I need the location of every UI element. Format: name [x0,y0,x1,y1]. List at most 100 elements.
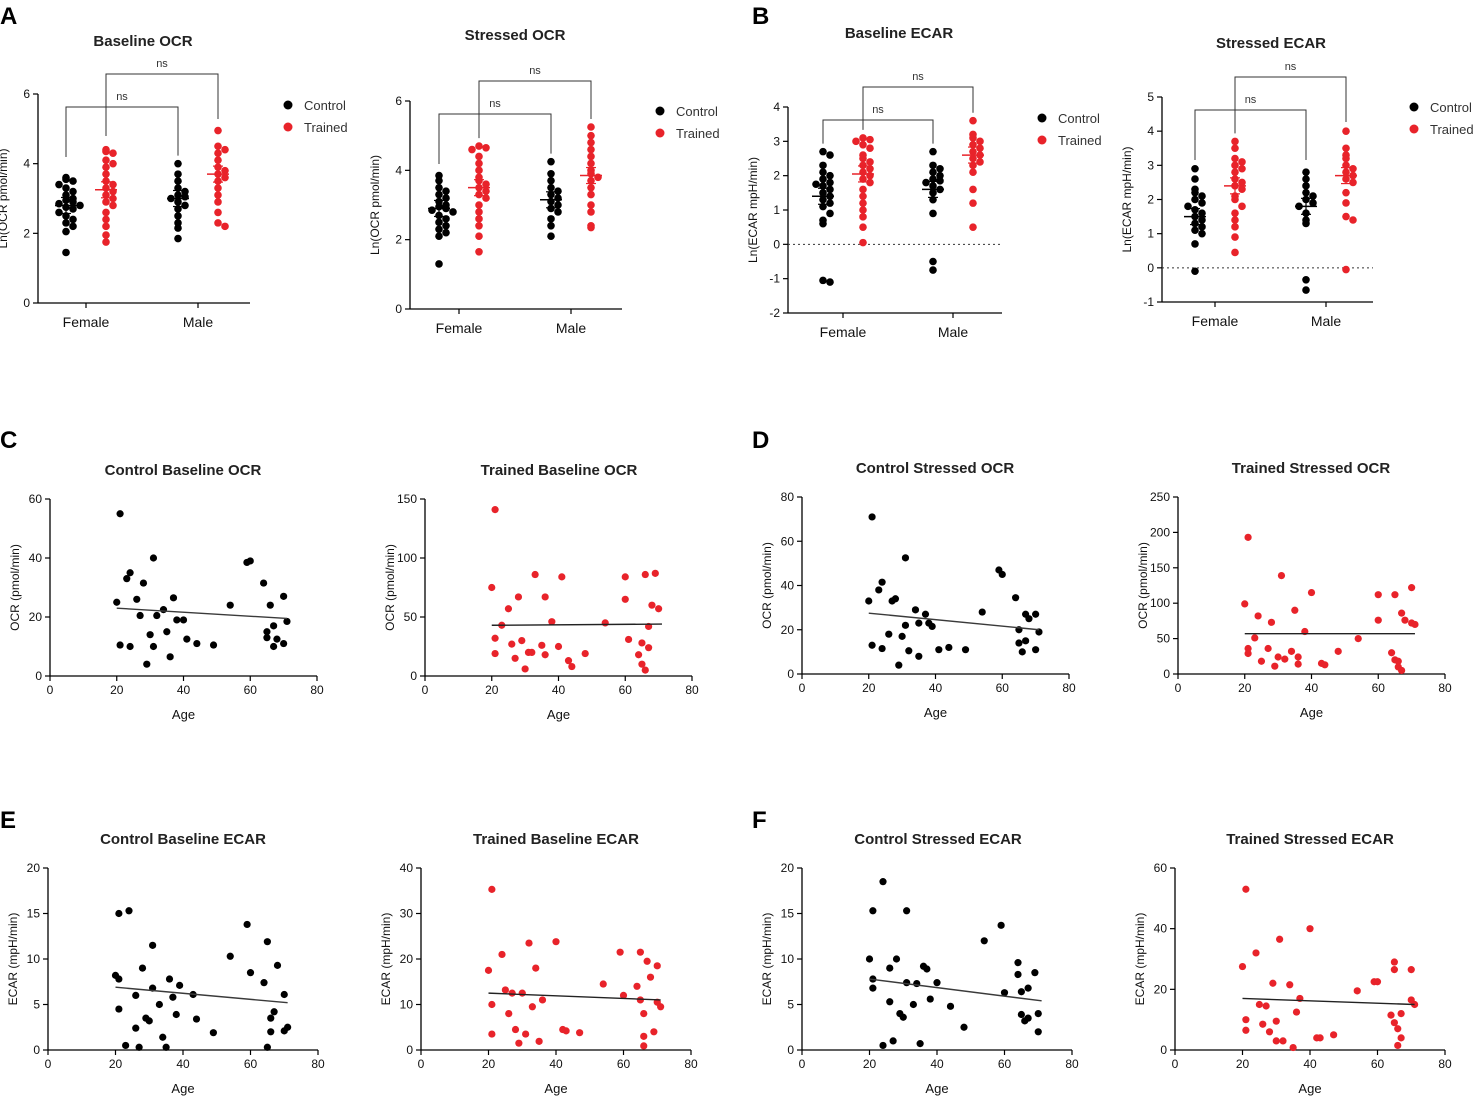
data-point-control-female [62,248,70,257]
data-point-trained-female [475,142,483,150]
y-tick-label: 0 [395,302,402,316]
data-point-control-female [819,147,827,156]
y-tick-label: 4 [395,163,402,177]
data-point [641,666,649,674]
x-tick-label: 20 [485,683,499,697]
significance-bracket [1194,109,1307,160]
data-point [132,1024,140,1032]
data-point [538,996,547,1004]
data-point [226,601,234,609]
data-point [488,885,496,893]
data-point-trained-female [859,140,867,149]
chart-title: Baseline ECAR [845,25,954,42]
data-point-trained-female [109,187,117,196]
data-point [246,969,255,977]
data-point-trained-male [1342,188,1350,197]
data-point-control-male [1309,199,1317,207]
data-point-trained-female [1231,248,1239,257]
y-tick-label: 5 [787,998,794,1012]
data-point [226,952,234,960]
data-point [273,961,282,969]
data-point-trained-male [587,152,595,161]
data-point [892,955,901,963]
data-point [878,644,886,653]
data-point [1277,571,1286,580]
data-point-control-female [69,187,77,196]
x-tick-label: 80 [685,683,699,697]
data-point [1015,639,1023,647]
legend-marker-control [1409,102,1419,112]
data-point [868,513,876,521]
data-point [1411,620,1419,629]
data-point [173,616,181,624]
data-point [484,966,493,974]
data-point-trained-female [102,231,110,239]
data-point [508,640,516,648]
y-tick-label: 0 [1163,667,1170,681]
x-category-label: Male [556,320,587,336]
data-point-trained-male [1342,199,1350,207]
data-point [192,1015,201,1023]
data-point [1373,978,1382,986]
panel-label-a: A [0,3,17,30]
significance-bracket [438,113,552,164]
chart-title: Trained Stressed ECAR [1226,831,1394,848]
data-point-trained-male [969,199,977,207]
data-point [1018,648,1026,656]
y-tick-label: 40 [29,551,43,565]
y-axis-title: Ln(OCR pmol/min) [0,148,10,248]
data-point [879,878,887,886]
data-point [115,1005,123,1013]
data-point-control-male [181,187,189,196]
data-point-trained-female [1231,168,1239,176]
x-tick-label: 20 [482,1057,496,1071]
data-point [508,989,516,997]
data-point-control-male [554,201,562,209]
data-point [641,570,649,579]
data-point [1397,1010,1405,1018]
data-point-control-male [554,187,562,195]
data-point-trained-female [109,180,117,189]
x-tick-label: 40 [177,683,191,697]
data-point-trained-female [866,144,874,152]
data-point-control-male [174,219,182,227]
data-point-trained-male [214,156,222,164]
data-point-control-female [1191,226,1199,235]
data-point [1398,666,1406,675]
data-point-trained-male [1349,178,1357,187]
data-point-trained-male [214,126,222,135]
x-tick-label: 40 [176,1057,190,1071]
data-point [267,1028,275,1036]
data-point-trained-female [1231,233,1239,241]
x-axis-title: Age [172,707,195,722]
data-point [518,989,526,997]
data-point [640,1032,648,1040]
panel-label-f: F [752,807,767,834]
data-point [1017,988,1025,996]
data-point [116,510,124,518]
data-point-trained-female [482,194,490,202]
significance-label: ns [156,58,168,70]
data-point [162,1043,170,1051]
data-point-trained-female [1238,185,1246,194]
data-point [1259,1020,1267,1028]
data-point [1257,657,1266,665]
data-point [997,921,1005,929]
x-tick-label: 20 [109,1057,123,1071]
data-point [243,920,251,929]
data-point-trained-female [475,215,483,223]
data-point-trained-female [1238,158,1246,166]
significance-bracket [65,106,179,157]
significance-bracket [822,119,934,144]
y-tick-label: 20 [781,623,795,637]
data-point [911,606,920,614]
x-category-label: Male [183,314,214,330]
data-point-control-male [181,201,189,210]
data-point [532,964,540,972]
data-point-trained-female [852,137,860,146]
x-axis-title: Age [547,707,570,722]
y-tick-label: 0 [773,237,780,251]
data-point [552,938,560,946]
y-tick-label: 6 [395,94,402,108]
data-point-control-male [547,157,555,166]
